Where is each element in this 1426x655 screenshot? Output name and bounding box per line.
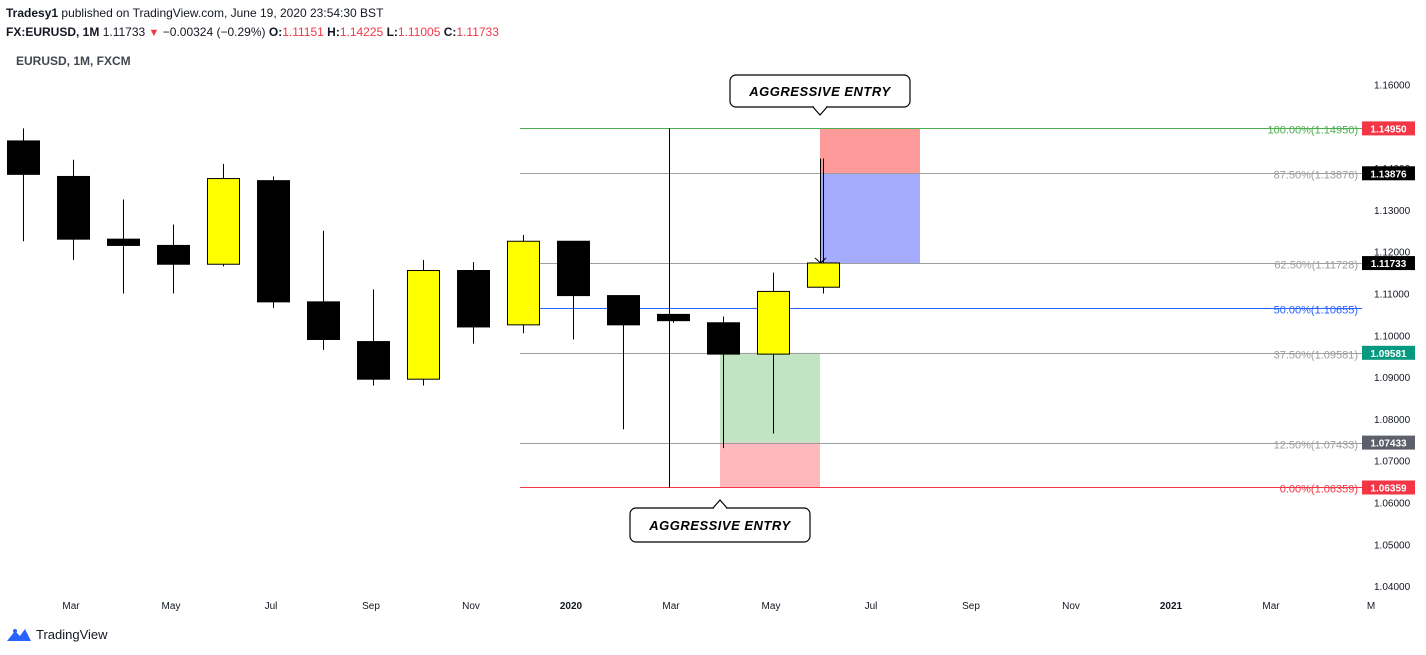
ohlc-row: FX:EURUSD, 1M 1.11733 ▼ −0.00324 (−0.29%… (6, 23, 499, 43)
x-axis-tick-label: 2020 (560, 601, 583, 612)
brand-footer[interactable]: TradingView (6, 627, 108, 642)
x-axis-tick-label: Jul (865, 601, 878, 612)
x-axis-tick-label: Mar (62, 601, 80, 612)
low-label: L: (386, 25, 398, 39)
candle-body[interactable] (407, 270, 440, 380)
candle-body[interactable] (607, 295, 640, 326)
y-axis-tick-label: 1.07000 (1374, 457, 1411, 468)
price-badge-label: 1.14950 (1370, 124, 1407, 135)
price-badge-label: 1.11733 (1371, 259, 1407, 270)
candle-body[interactable] (657, 313, 690, 322)
x-axis-tick-label: Mar (662, 601, 680, 612)
candle-body[interactable] (757, 290, 790, 355)
target-zone-bottom (720, 352, 820, 443)
fib-label: 37.50%(1.09581) (1274, 350, 1358, 362)
candle-body[interactable] (107, 238, 140, 246)
x-axis-tick-label: May (762, 601, 781, 612)
y-axis-tick-label: 1.13000 (1374, 206, 1411, 217)
y-axis-tick-label: 1.04000 (1374, 582, 1411, 593)
candle-body[interactable] (207, 178, 240, 265)
fib-label: 87.50%(1.13876) (1274, 170, 1358, 182)
stop-loss-zone-top (820, 128, 920, 174)
y-axis-tick-label: 1.08000 (1374, 415, 1411, 426)
x-axis-tick-label: Sep (362, 601, 380, 612)
candle-body[interactable] (457, 270, 490, 328)
fib-label: 50.00%(1.10655) (1274, 305, 1358, 317)
candle-body[interactable] (707, 322, 740, 355)
tradingview-logo-icon (7, 628, 31, 641)
low-value: 1.11005 (397, 25, 441, 39)
open-label: O: (268, 25, 283, 39)
fib-label: 62.50%(1.11728) (1274, 260, 1358, 272)
x-axis-tick-label: M (1367, 601, 1375, 612)
y-axis-tick-label: 1.10000 (1374, 331, 1411, 342)
price-badge-label: 1.07433 (1370, 439, 1407, 450)
chart-header: Tradesy1 published on TradingView.com, J… (6, 4, 499, 43)
candle-body[interactable] (7, 140, 40, 175)
y-axis-tick-label: 1.11000 (1374, 290, 1410, 301)
published-text: published on TradingView.com, June 19, 2… (61, 6, 384, 20)
fib-label: 0.00%(1.06359) (1280, 484, 1358, 496)
stop-loss-zone-bottom (720, 442, 820, 488)
price-badge (1362, 256, 1415, 271)
price-change: −0.00324 (−0.29%) (162, 25, 266, 39)
close-value: 1.11733 (456, 25, 499, 39)
price-badge (1362, 121, 1415, 136)
annotation-text: AGGRESSIVE ENTRY (748, 84, 891, 99)
price-badge (1362, 345, 1415, 360)
x-axis-tick-label: May (162, 601, 181, 612)
annotation-text: AGGRESSIVE ENTRY (648, 518, 791, 533)
symbol-label: EURUSD, 1M, FXCM (16, 54, 131, 68)
candle-body[interactable] (807, 262, 840, 288)
candle-body[interactable] (357, 341, 390, 380)
publisher-name[interactable]: Tradesy1 (6, 6, 59, 20)
candle-body[interactable] (57, 175, 90, 240)
brand-name: TradingView (36, 627, 108, 642)
price-badge-label: 1.06359 (1370, 483, 1407, 494)
x-axis-tick-label: 2021 (1160, 601, 1183, 612)
x-axis-tick-label: Jul (265, 601, 278, 612)
x-axis-tick-label: Nov (462, 601, 480, 612)
y-axis-tick-label: 1.09000 (1374, 373, 1411, 384)
price-badge (1362, 435, 1415, 450)
annotation-pointer-mask (714, 507, 726, 510)
publish-info: Tradesy1 published on TradingView.com, J… (6, 4, 499, 23)
fib-label: 100.00%(1.14950) (1267, 125, 1358, 137)
price-badge-label: 1.09581 (1370, 349, 1407, 360)
candle-body[interactable] (557, 240, 590, 297)
y-axis-tick-label: 1.16000 (1374, 81, 1411, 92)
annotation-pointer-mask (814, 105, 826, 108)
open-value: 1.11151 (282, 25, 324, 39)
high-value: 1.14225 (339, 25, 384, 39)
candle-body[interactable] (307, 301, 340, 340)
annotation-pointer (812, 106, 828, 116)
y-axis-tick-label: 1.12000 (1374, 248, 1411, 259)
high-label: H: (327, 25, 340, 39)
target-zone-top (820, 173, 920, 264)
last-price: 1.11733 (102, 25, 146, 39)
price-badge (1362, 480, 1415, 495)
down-arrow-icon: ▼ (148, 27, 160, 39)
x-axis-tick-label: Sep (962, 601, 980, 612)
close-label: C: (443, 25, 457, 39)
fib-label: 12.50%(1.07433) (1274, 440, 1358, 452)
x-axis-tick-label: Nov (1062, 601, 1080, 612)
price-badge (1362, 166, 1415, 181)
candle-body[interactable] (507, 240, 540, 326)
candle-body[interactable] (257, 180, 290, 303)
x-axis-tick-label: Mar (1262, 601, 1280, 612)
annotation-pointer (712, 499, 728, 509)
symbol-interval: FX:EURUSD, 1M (6, 25, 100, 39)
y-axis-tick-label: 1.05000 (1374, 540, 1411, 551)
price-badge-label: 1.13876 (1370, 169, 1407, 180)
y-axis-tick-label: 1.06000 (1374, 499, 1411, 510)
candle-body[interactable] (157, 244, 190, 265)
